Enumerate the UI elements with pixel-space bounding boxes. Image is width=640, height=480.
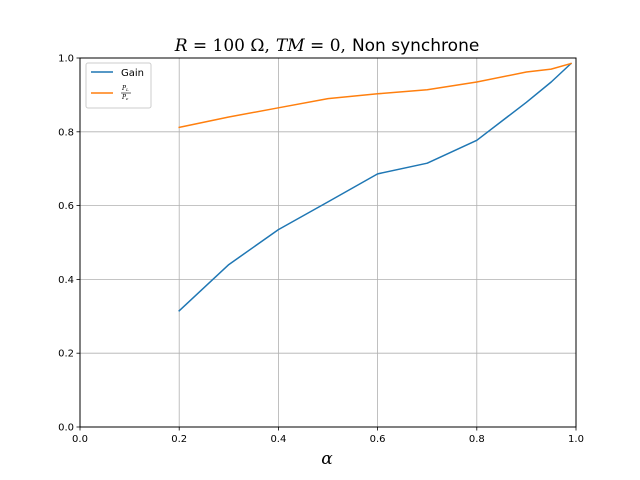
legend-label-power-ratio: PL Pe	[121, 85, 131, 101]
x-tick-label: 0.4	[270, 434, 286, 445]
series-layer	[178, 62, 573, 312]
series-line-power-ratio	[178, 62, 572, 129]
grid	[79, 57, 577, 428]
title-suffix: Non synchrone	[352, 36, 479, 56]
legend-box	[85, 62, 152, 109]
y-tick-label: 1.0	[58, 54, 74, 65]
x-tick-label: 0.6	[370, 434, 386, 445]
x-tick-label: 0.2	[171, 434, 187, 445]
legend-frac-den-sub: e	[126, 96, 129, 101]
legend-frac-den: P	[121, 94, 127, 101]
legend-frac-num-sub: L	[125, 87, 129, 92]
svg-text:Pe: Pe	[121, 94, 129, 101]
axes-frame	[79, 57, 577, 428]
legend-label-gain: Gain	[121, 68, 144, 79]
title-r-symbol: R	[174, 36, 188, 56]
svg-text:PL: PL	[121, 85, 129, 92]
legend: Gain PL Pe	[85, 62, 152, 109]
series-line-gain	[178, 62, 573, 312]
x-axis-label: α	[321, 449, 333, 469]
y-tick-label: 0.2	[58, 349, 74, 360]
x-tick-label: 1.0	[568, 434, 584, 445]
x-tick-label: 0.0	[72, 434, 88, 445]
y-tick-label: 0.4	[58, 275, 74, 286]
y-tick-label: 0.0	[58, 423, 74, 434]
title-r-value: = 100 Ω,	[188, 36, 270, 56]
title-tm-value: = 0,	[305, 36, 346, 56]
ticks: 0.0 0.2 0.4 0.6 0.8 1.0 0.0 0.2 0.4 0.6 0.8 1.0	[58, 54, 584, 446]
x-tick-label: 0.8	[469, 434, 485, 445]
title-tm-symbol: TM	[276, 36, 305, 56]
legend-frac-num: P	[121, 85, 127, 92]
y-tick-label: 0.8	[58, 127, 74, 138]
y-tick-label: 0.6	[58, 201, 74, 212]
chart-title: R = 100 Ω, TM = 0, Non synchrone	[174, 36, 480, 56]
